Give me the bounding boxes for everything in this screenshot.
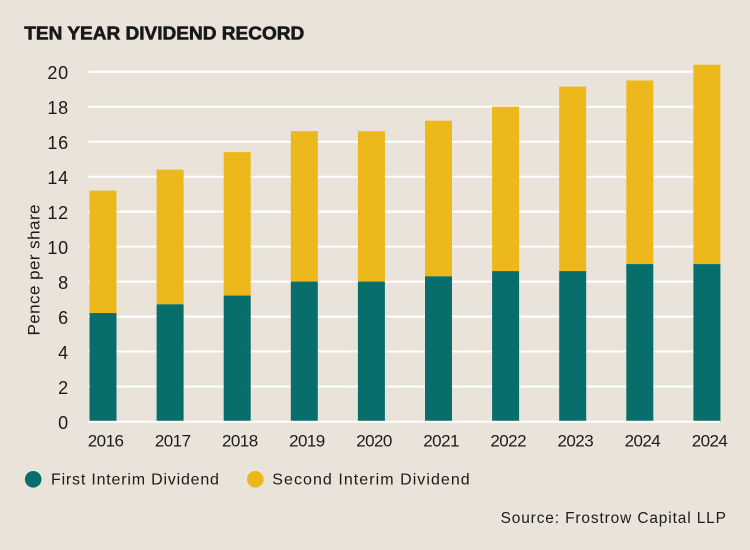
svg-text:8: 8: [58, 273, 69, 293]
svg-text:Second Interim Dividend: Second Interim Dividend: [272, 471, 470, 488]
svg-text:2019: 2019: [289, 432, 325, 451]
svg-text:6: 6: [58, 308, 69, 328]
svg-text:12: 12: [47, 203, 68, 223]
svg-text:2024: 2024: [692, 432, 728, 451]
svg-text:Source: Frostrow Capital LLP: Source: Frostrow Capital LLP: [501, 510, 727, 527]
svg-text:2021: 2021: [423, 432, 459, 451]
svg-text:4: 4: [58, 343, 69, 363]
svg-text:2020: 2020: [356, 432, 392, 451]
svg-text:18: 18: [47, 98, 68, 118]
svg-text:2016: 2016: [88, 432, 124, 451]
svg-text:2018: 2018: [222, 432, 258, 451]
svg-text:14: 14: [47, 168, 68, 188]
svg-text:0: 0: [58, 413, 69, 433]
svg-text:2017: 2017: [155, 432, 191, 451]
svg-text:20: 20: [47, 63, 68, 83]
svg-text:Pence per share: Pence per share: [24, 204, 43, 336]
svg-text:2023: 2023: [557, 432, 593, 451]
svg-text:2022: 2022: [490, 432, 526, 451]
svg-text:2024: 2024: [625, 432, 661, 451]
svg-text:First Interim Dividend: First Interim Dividend: [51, 471, 220, 488]
svg-text:TEN YEAR DIVIDEND RECORD: TEN YEAR DIVIDEND RECORD: [24, 24, 304, 44]
svg-text:16: 16: [47, 133, 68, 153]
svg-text:2: 2: [58, 378, 69, 398]
svg-text:10: 10: [47, 238, 68, 258]
